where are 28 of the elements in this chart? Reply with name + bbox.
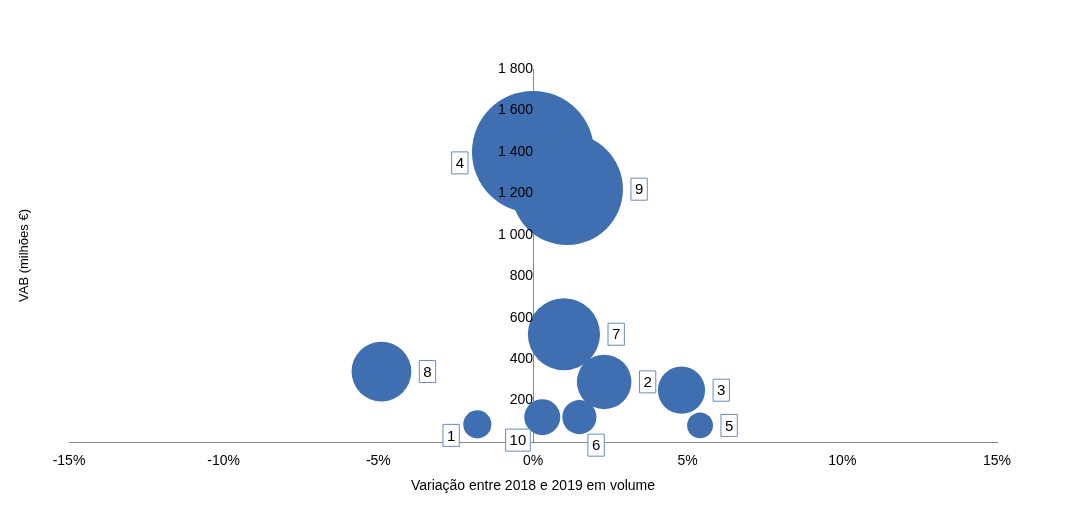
annotation: 6 <box>591 436 601 454</box>
x-tick-label: -5% <box>365 452 391 469</box>
y-tick-label: 1 000 <box>497 225 534 242</box>
x-tick-label: 15% <box>982 452 1012 469</box>
x-tick-label: 10% <box>828 452 857 469</box>
y-tick-label: 600 <box>509 308 534 325</box>
annotation: 10 <box>509 431 527 449</box>
y-tick-label: 1 600 <box>497 101 534 118</box>
x-tick-label: 0% <box>522 452 544 469</box>
y-axis-title: VAB (milhões €) <box>15 209 31 302</box>
annotation: 4 <box>455 154 464 172</box>
y-tick-label: 1 800 <box>497 59 534 76</box>
annotation: 5 <box>724 416 734 434</box>
x-tick-label: 5% <box>677 452 698 469</box>
annotation: 8 <box>423 362 432 380</box>
x-tick-label: -10% <box>207 452 241 469</box>
y-tick-label: 1 400 <box>497 142 534 159</box>
annotation: 1 <box>446 426 456 444</box>
annotation: 3 <box>717 381 726 399</box>
annotation: 2 <box>643 373 652 391</box>
x-tick-label: -15% <box>52 452 86 469</box>
annotation: 7 <box>612 325 621 343</box>
y-tick-label: 400 <box>509 349 534 366</box>
y-tick-label: 1 200 <box>497 184 534 201</box>
x-axis-title: Variação entre 2018 e 2019 em volume <box>410 477 656 494</box>
y-tick-label: 800 <box>509 267 534 284</box>
y-tick-label: 200 <box>509 391 534 408</box>
annotation: 9 <box>634 180 644 198</box>
